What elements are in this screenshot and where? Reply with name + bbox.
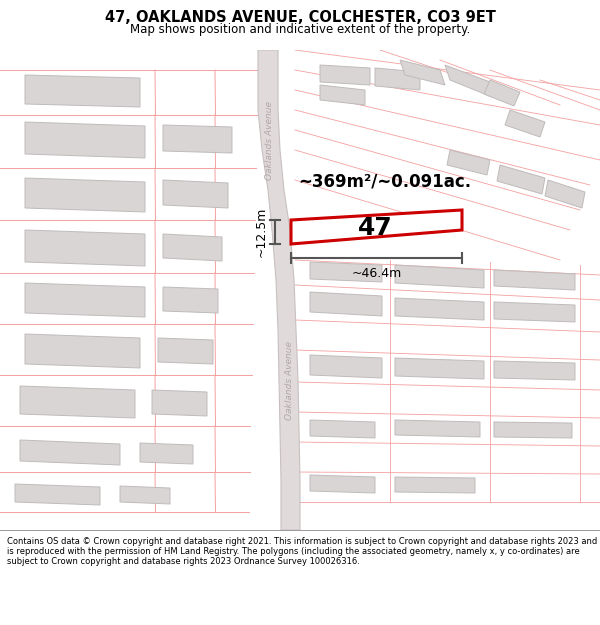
Polygon shape	[25, 283, 145, 317]
Text: Oaklands Avenue: Oaklands Avenue	[286, 341, 295, 419]
Polygon shape	[505, 110, 545, 137]
Polygon shape	[395, 420, 480, 437]
Polygon shape	[447, 150, 490, 175]
Polygon shape	[258, 50, 300, 530]
Polygon shape	[163, 234, 222, 261]
Polygon shape	[310, 475, 375, 493]
Polygon shape	[494, 422, 572, 438]
Polygon shape	[395, 265, 484, 288]
Text: 47, OAKLANDS AVENUE, COLCHESTER, CO3 9ET: 47, OAKLANDS AVENUE, COLCHESTER, CO3 9ET	[104, 10, 496, 25]
Polygon shape	[310, 262, 382, 282]
Text: ~12.5m: ~12.5m	[255, 207, 268, 258]
Polygon shape	[163, 287, 218, 313]
Text: Map shows position and indicative extent of the property.: Map shows position and indicative extent…	[130, 23, 470, 36]
Polygon shape	[310, 355, 382, 378]
Polygon shape	[375, 68, 420, 90]
Polygon shape	[20, 440, 120, 465]
Polygon shape	[494, 302, 575, 322]
Polygon shape	[152, 390, 207, 416]
Polygon shape	[25, 122, 145, 158]
Polygon shape	[20, 386, 135, 418]
Polygon shape	[25, 75, 140, 107]
Polygon shape	[140, 443, 193, 464]
Polygon shape	[395, 477, 475, 493]
Polygon shape	[484, 80, 520, 106]
Polygon shape	[494, 361, 575, 380]
Polygon shape	[320, 65, 370, 85]
Polygon shape	[25, 334, 140, 368]
Text: ~369m²/~0.091ac.: ~369m²/~0.091ac.	[298, 173, 472, 191]
Polygon shape	[497, 165, 545, 194]
Polygon shape	[494, 270, 575, 290]
Polygon shape	[25, 178, 145, 212]
Polygon shape	[400, 60, 445, 85]
Polygon shape	[310, 292, 382, 316]
Polygon shape	[320, 85, 365, 105]
Polygon shape	[25, 230, 145, 266]
Polygon shape	[163, 125, 232, 153]
Polygon shape	[310, 420, 375, 438]
Polygon shape	[395, 298, 484, 320]
Polygon shape	[158, 338, 213, 364]
Polygon shape	[545, 180, 585, 208]
Text: ~46.4m: ~46.4m	[352, 267, 401, 280]
Polygon shape	[445, 65, 492, 97]
Polygon shape	[395, 358, 484, 379]
Text: Oaklands Avenue: Oaklands Avenue	[265, 101, 274, 179]
Text: Contains OS data © Crown copyright and database right 2021. This information is : Contains OS data © Crown copyright and d…	[7, 537, 598, 566]
Text: 47: 47	[358, 216, 392, 240]
Polygon shape	[291, 210, 462, 244]
Polygon shape	[15, 484, 100, 505]
Polygon shape	[163, 180, 228, 208]
Polygon shape	[120, 486, 170, 504]
